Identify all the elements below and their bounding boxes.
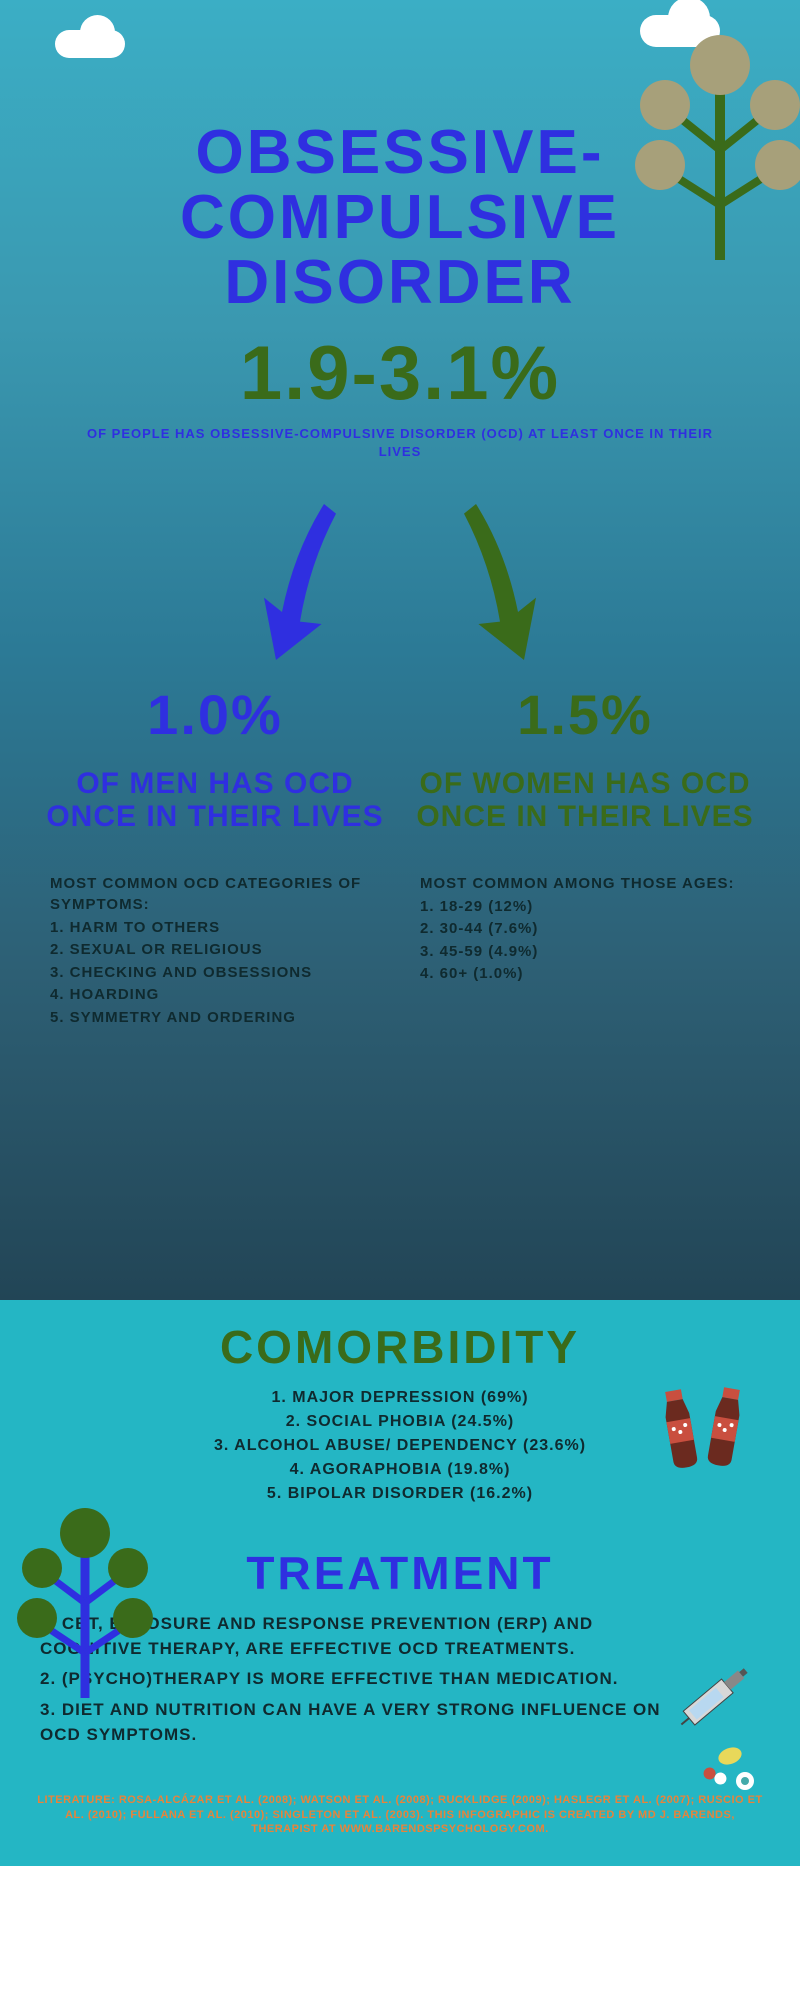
- infographic-page: Obsessive-compulsive disorder 1.9-3.1% o…: [0, 0, 800, 1866]
- list-item: 3. 45-59 (4.9%): [420, 941, 750, 964]
- arrow-left-icon: [240, 492, 360, 672]
- list-item: 2. Sexual or religious: [50, 939, 380, 962]
- main-stat: 1.9-3.1%: [40, 330, 760, 417]
- cloud-icon: [55, 30, 125, 58]
- arrows-row: [40, 492, 760, 672]
- men-column: 1.0% of men has OCD once in their lives: [40, 682, 390, 833]
- list-item: 3. Diet and nutrition can have a very st…: [40, 1698, 760, 1747]
- men-pct: 1.0%: [40, 682, 390, 747]
- tree-icon: [630, 30, 800, 270]
- list-item: 3. Checking and obsessions: [50, 962, 380, 985]
- women-text: of women has OCD once in their lives: [410, 767, 760, 833]
- symptoms-title: Most common OCD categories of symptoms:: [50, 873, 380, 915]
- women-pct: 1.5%: [410, 682, 760, 747]
- ages-title: Most common among those ages:: [420, 873, 750, 894]
- men-text: of men has OCD once in their lives: [40, 767, 390, 833]
- arrow-right-icon: [440, 492, 560, 672]
- women-column: 1.5% of women has OCD once in their live…: [410, 682, 760, 833]
- list-item: 1. 18-29 (12%): [420, 896, 750, 919]
- gender-split: 1.0% of men has OCD once in their lives …: [40, 682, 760, 833]
- top-section: Obsessive-compulsive disorder 1.9-3.1% o…: [0, 0, 800, 1300]
- main-stat-subtext: of people has obsessive-compulsive disor…: [40, 425, 760, 461]
- list-item: 1. Harm to others: [50, 917, 380, 940]
- bottles-icon: [650, 1380, 750, 1480]
- lists-row: Most common OCD categories of symptoms: …: [40, 873, 760, 1030]
- tree-icon: [10, 1503, 160, 1703]
- treatment-section: Treatment 1. CBT, Exposure and Response …: [0, 1536, 800, 1783]
- syringe-pills-icon: [655, 1666, 765, 1796]
- symptoms-list: Most common OCD categories of symptoms: …: [50, 873, 380, 1030]
- comorbidity-section: Comorbidity 1. Major Depression (69%) 2.…: [0, 1300, 800, 1536]
- comorbidity-title: Comorbidity: [40, 1320, 760, 1374]
- list-item: 2. 30-44 (7.6%): [420, 918, 750, 941]
- ages-list: Most common among those ages: 1. 18-29 (…: [420, 873, 750, 1030]
- list-item: 5. Symmetry and ordering: [50, 1007, 380, 1030]
- list-item: 4. 60+ (1.0%): [420, 963, 750, 986]
- list-item: 4. Hoarding: [50, 984, 380, 1007]
